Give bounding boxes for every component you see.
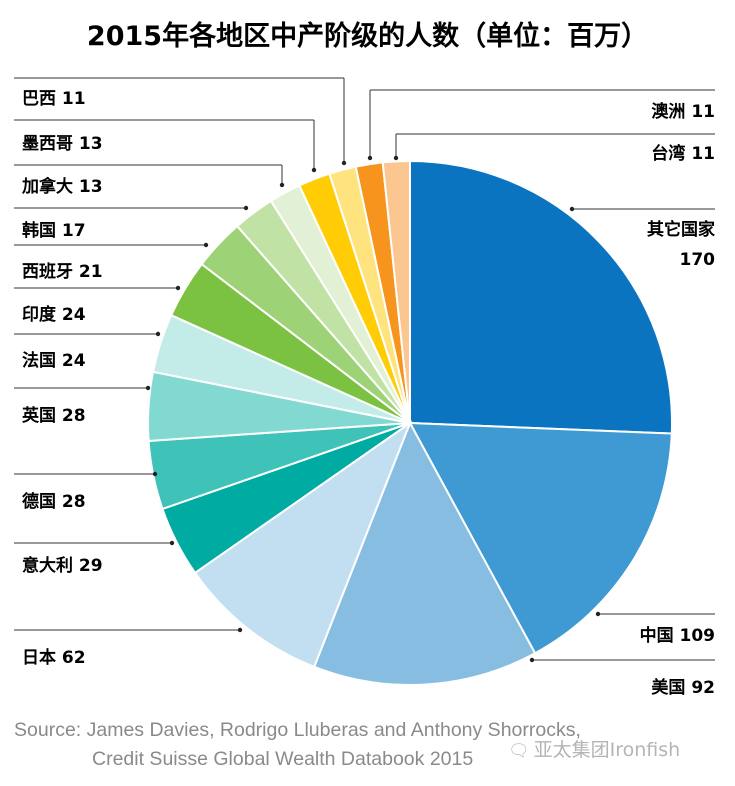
leader-dot-10 — [243, 205, 249, 211]
slice-label-11: 加拿大 13 — [21, 176, 103, 197]
pie-slice-2 — [312, 420, 537, 686]
leader-dot-15 — [393, 155, 399, 161]
slice-label-6: 英国 28 — [22, 405, 86, 426]
wechat-icon: 🗨 — [508, 741, 530, 761]
slice-label-10: 韩国 17 — [22, 220, 86, 241]
pie-slice-15 — [381, 159, 411, 424]
slice-label-0: 其它国家 — [647, 219, 715, 240]
slice-label-8: 印度 24 — [22, 304, 86, 325]
pie-slice-0 — [409, 159, 673, 435]
slice-label-5: 德国 28 — [22, 491, 86, 512]
slice-label-14: 澳洲 11 — [651, 101, 715, 122]
pie-slice-1 — [408, 421, 673, 655]
leader-dot-11 — [279, 182, 285, 188]
leader-dot-12 — [311, 167, 317, 173]
leader-dot-3 — [237, 627, 243, 633]
watermark: 🗨 亚太集团Ironfish — [508, 735, 680, 762]
slice-label-3: 日本 62 — [22, 647, 86, 668]
watermark-text: 亚太集团Ironfish — [533, 739, 681, 761]
slice-label-7: 法国 24 — [22, 350, 86, 371]
leader-dot-4 — [169, 540, 175, 546]
leader-dot-9 — [203, 242, 209, 248]
leader-dot-13 — [341, 160, 347, 166]
leader-dot-1 — [595, 611, 601, 617]
leader-dot-14 — [367, 155, 373, 161]
slice-value-0: 170 — [680, 250, 716, 270]
slice-label-1: 中国 109 — [640, 625, 715, 646]
slice-label-9: 西班牙 21 — [22, 262, 103, 282]
leader-dot-5 — [152, 471, 158, 477]
leader-dot-7 — [155, 331, 161, 337]
leader-dot-0 — [569, 206, 575, 212]
slice-label-13: 巴西 11 — [22, 89, 86, 109]
slice-label-2: 美国 92 — [651, 677, 715, 698]
slice-label-12: 墨西哥 13 — [22, 134, 103, 154]
leader-dot-6 — [145, 385, 151, 391]
pie-slice-3 — [193, 420, 413, 669]
slice-label-15: 台湾 11 — [651, 143, 715, 164]
chart-title: 2015年各地区中产阶级的人数（单位：百万） — [86, 21, 649, 52]
source-line-1: Source: James Davies, Rodrigo Lluberas a… — [14, 719, 581, 741]
source-line-2: Credit Suisse Global Wealth Databook 201… — [92, 748, 474, 770]
slice-label-4: 意大利 29 — [22, 555, 103, 576]
leader-dot-8 — [175, 285, 181, 291]
source-note: Source: James Davies, Rodrigo Lluberas a… — [14, 716, 581, 774]
leader-dot-2 — [529, 657, 535, 663]
